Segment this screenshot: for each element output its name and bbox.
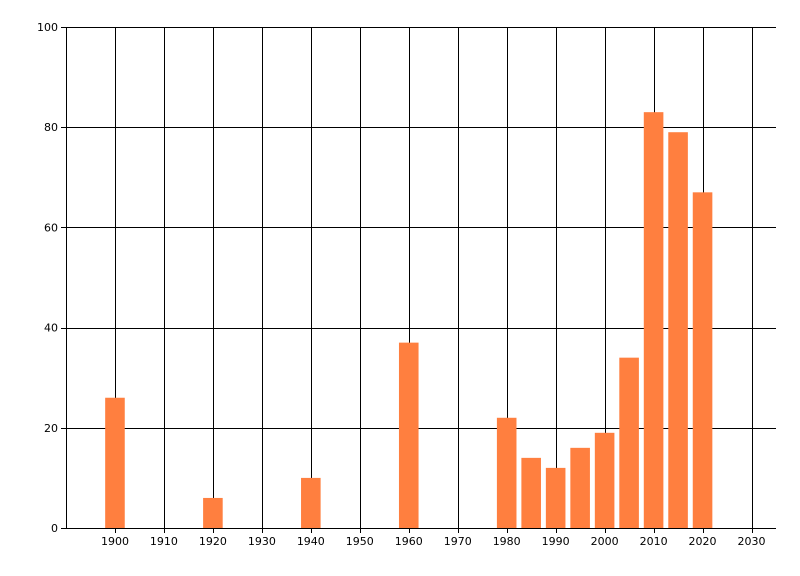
bar-2015 (668, 132, 688, 528)
y-tick-label-40: 40 (44, 322, 58, 335)
bars (105, 112, 713, 529)
y-tick-label-60: 60 (44, 221, 58, 234)
x-tick-label-1940: 1940 (297, 535, 325, 548)
bar-1990 (545, 467, 566, 528)
axes (61, 27, 776, 533)
tick-labels: 0 20 40 60 80 100 1900 1910 1920 1930 1940 1950 1960… (37, 21, 766, 548)
bar-1985 (521, 457, 541, 528)
bar-1995 (570, 447, 590, 528)
x-tick-label-1910: 1910 (150, 535, 178, 548)
bar-2010 (643, 112, 664, 529)
x-tick-label-1900: 1900 (101, 535, 129, 548)
x-tick-label-1950: 1950 (346, 535, 374, 548)
bar-1900 (105, 397, 125, 528)
x-tick-label-2020: 2020 (689, 535, 717, 548)
bar-2000 (594, 432, 615, 528)
y-tick-label-100: 100 (37, 21, 58, 34)
y-tick-label-80: 80 (44, 121, 58, 134)
bar-1960 (398, 342, 419, 528)
x-tick-label-1990: 1990 (542, 535, 570, 548)
x-tick-label-1920: 1920 (199, 535, 227, 548)
x-tick-label-2010: 2010 (640, 535, 668, 548)
x-tick-label-2030: 2030 (738, 535, 766, 548)
bar-2005 (619, 357, 639, 528)
y-tick-label-20: 20 (44, 422, 58, 435)
x-tick-label-1970: 1970 (444, 535, 472, 548)
x-tick-label-1930: 1930 (248, 535, 276, 548)
x-tick-label-1980: 1980 (493, 535, 521, 548)
bar-2020 (692, 192, 713, 528)
bar-1920 (203, 497, 223, 528)
y-tick-label-0: 0 (51, 522, 58, 535)
x-tick-label-2000: 2000 (591, 535, 619, 548)
bar-1980 (496, 417, 517, 528)
bar-1940 (301, 477, 321, 528)
x-tick-label-1960: 1960 (395, 535, 423, 548)
